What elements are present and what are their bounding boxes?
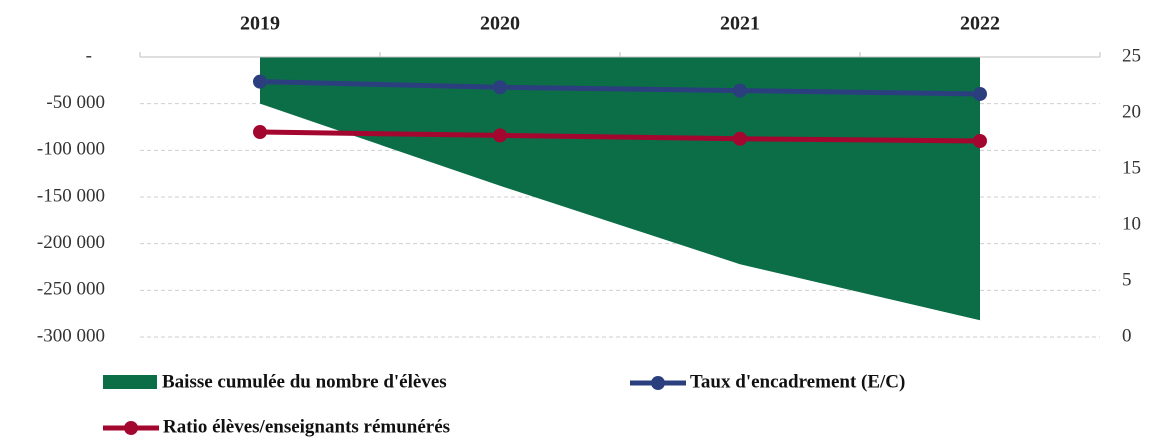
marker [253, 125, 267, 140]
area [260, 57, 980, 321]
legend-label: Taux d'encadrement (E/C) [690, 371, 905, 392]
y-tick-label: -250 000 [37, 279, 105, 300]
x-tick-label: 2020 [480, 13, 520, 35]
marker [253, 74, 267, 89]
x-tick-label: 2019 [240, 13, 280, 35]
marker [973, 134, 987, 148]
legend-swatch [103, 375, 157, 389]
line [259, 79, 981, 97]
y-tick-label: -150 000 [37, 185, 105, 206]
x-tick-label: 2021 [720, 13, 760, 35]
y2-tick-label: 25 [1122, 45, 1141, 66]
y-tick-label: -200 000 [37, 232, 105, 253]
marker [973, 86, 987, 101]
marker [493, 80, 507, 95]
legend: Baisse cumulée du nombre d'élèves Taux d… [103, 371, 905, 437]
marker [733, 83, 747, 98]
y2-tick-label: 20 [1122, 101, 1141, 122]
legend-label: Baisse cumulée du nombre d'élèves [162, 371, 447, 392]
y-tick-label: -100 000 [37, 139, 105, 160]
y2-tick-label: 0 [1122, 325, 1132, 346]
legend-label: Ratio élèves/enseignants rémunérés [163, 416, 450, 437]
marker [733, 131, 747, 146]
y-tick-label: - [86, 45, 92, 66]
y-tick-label: -50 000 [46, 92, 105, 113]
line [259, 129, 981, 144]
x-tick-label: 2022 [960, 13, 1000, 35]
legend-marker [124, 421, 138, 435]
y-tick-label: -300 000 [37, 325, 105, 346]
marker [493, 128, 507, 143]
y2-tick-label: 5 [1122, 269, 1132, 290]
legend-marker [651, 376, 665, 390]
y2-tick-label: 15 [1122, 157, 1141, 178]
y2-tick-label: 10 [1122, 213, 1141, 234]
